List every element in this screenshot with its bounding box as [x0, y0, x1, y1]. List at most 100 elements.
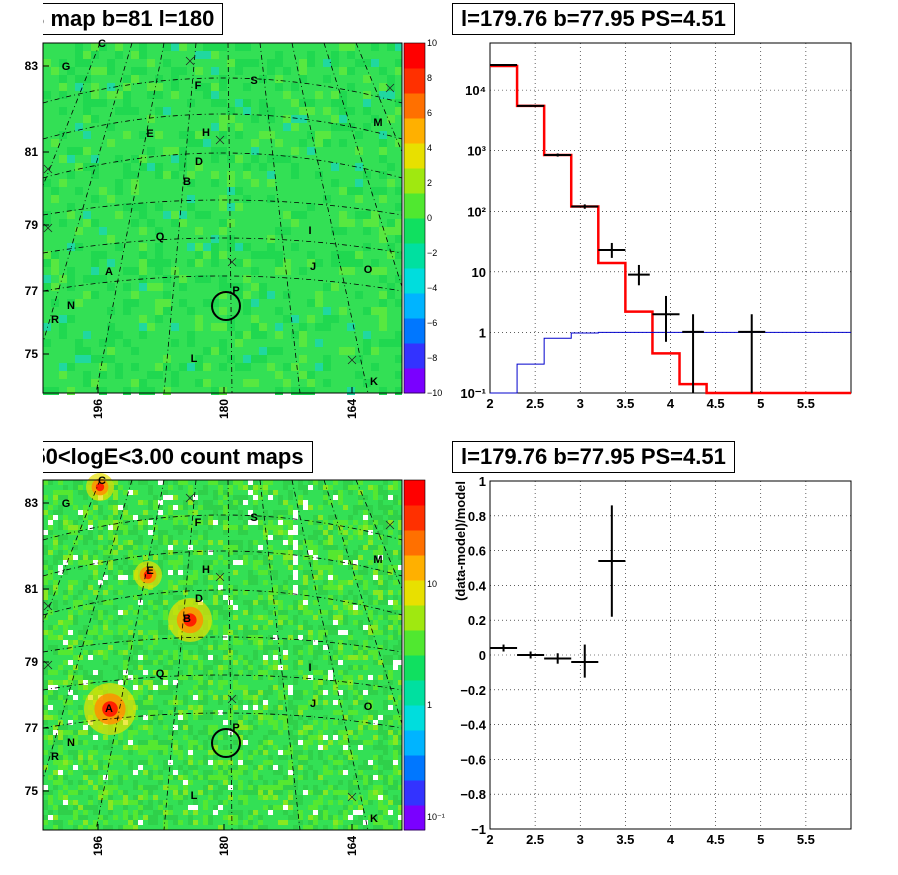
map-pixel	[118, 775, 123, 780]
colorbar-swatch	[404, 193, 425, 219]
source-label: I	[308, 225, 311, 237]
map-pixel	[363, 825, 368, 830]
map-pixel	[143, 815, 148, 820]
map-pixel	[368, 520, 373, 525]
map-pixel	[227, 355, 235, 363]
map-pixel	[315, 91, 323, 99]
map-pixel	[298, 820, 303, 825]
map-pixel	[193, 765, 198, 770]
map-pixel	[73, 815, 78, 820]
map-pixel	[88, 535, 93, 540]
map-pixel	[153, 660, 158, 665]
map-pixel	[73, 715, 78, 720]
map-pixel	[168, 685, 173, 690]
map-pixel	[193, 550, 198, 555]
map-pixel	[68, 650, 73, 655]
map-pixel	[139, 67, 147, 75]
y-tick-label: 0.8	[468, 509, 486, 524]
y-tick-label: −0.8	[460, 787, 486, 802]
map-pixel	[78, 640, 83, 645]
map-pixel	[299, 107, 307, 115]
map-pixel	[253, 555, 258, 560]
map-pixel	[158, 745, 163, 750]
map-pixel	[388, 530, 393, 535]
map-pixel	[128, 570, 133, 575]
map-pixel	[48, 515, 53, 520]
map-pixel	[291, 315, 299, 323]
map-pixel	[218, 500, 223, 505]
map-pixel	[168, 700, 173, 705]
map-pixel	[373, 825, 378, 830]
map-pixel	[227, 171, 235, 179]
map-pixel	[93, 750, 98, 755]
map-pixel	[347, 251, 355, 259]
map-pixel	[58, 480, 63, 485]
map-pixel	[268, 545, 273, 550]
map-pixel	[251, 331, 259, 339]
map-pixel	[178, 515, 183, 520]
map-pixel	[253, 695, 258, 700]
source-marker	[215, 572, 225, 582]
x-tick-label: 5	[757, 396, 764, 411]
map-pixel	[148, 740, 153, 745]
map-pixel	[178, 725, 183, 730]
map-pixel	[168, 535, 173, 540]
map-pixel	[293, 530, 298, 535]
map-pixel	[258, 590, 263, 595]
colorbar-swatch	[404, 218, 425, 244]
map-pixel	[219, 123, 227, 131]
map-pixel	[338, 670, 343, 675]
map-pixel	[331, 179, 339, 187]
map-pixel	[68, 490, 73, 495]
map-pixel	[303, 760, 308, 765]
map-pixel	[398, 770, 403, 775]
map-pixel	[233, 685, 238, 690]
map-pixel	[388, 565, 393, 570]
map-pixel	[388, 590, 393, 595]
map-pixel	[88, 520, 93, 525]
map-pixel	[343, 730, 348, 735]
map-pixel	[147, 371, 155, 379]
map-pixel	[227, 187, 235, 195]
map-pixel	[267, 155, 275, 163]
map-pixel	[93, 550, 98, 555]
map-pixel	[248, 575, 253, 580]
map-pixel	[107, 339, 115, 347]
map-pixel	[388, 620, 393, 625]
map-pixel	[343, 545, 348, 550]
map-pixel	[383, 720, 388, 725]
map-pixel	[259, 131, 267, 139]
source-label: C	[98, 475, 106, 487]
map-pixel	[288, 545, 293, 550]
map-pixel	[358, 645, 363, 650]
map-pixel	[203, 820, 208, 825]
map-pixel	[138, 520, 143, 525]
map-pixel	[219, 323, 227, 331]
y-tick-label: 10³	[467, 144, 486, 159]
map-pixel	[118, 740, 123, 745]
map-pixel	[113, 740, 118, 745]
map-pixel	[98, 520, 103, 525]
map-pixel	[298, 590, 303, 595]
map-pixel	[313, 655, 318, 660]
map-pixel	[288, 590, 293, 595]
map-pixel	[328, 535, 333, 540]
plot-frame	[489, 480, 852, 830]
map-pixel	[138, 535, 143, 540]
map-pixel	[273, 770, 278, 775]
map-pixel	[213, 595, 218, 600]
map-pixel	[138, 560, 143, 565]
map-pixel	[373, 785, 378, 790]
map-pixel	[243, 171, 251, 179]
map-pixel	[68, 525, 73, 530]
map-frame	[42, 42, 403, 394]
map-pixel	[43, 785, 48, 790]
map-pixel	[168, 710, 173, 715]
map-pixel	[93, 570, 98, 575]
map-pixel	[208, 680, 213, 685]
map-pixel	[113, 770, 118, 775]
map-pixel	[223, 800, 228, 805]
map-pixel	[288, 765, 293, 770]
map-pixel	[388, 505, 393, 510]
